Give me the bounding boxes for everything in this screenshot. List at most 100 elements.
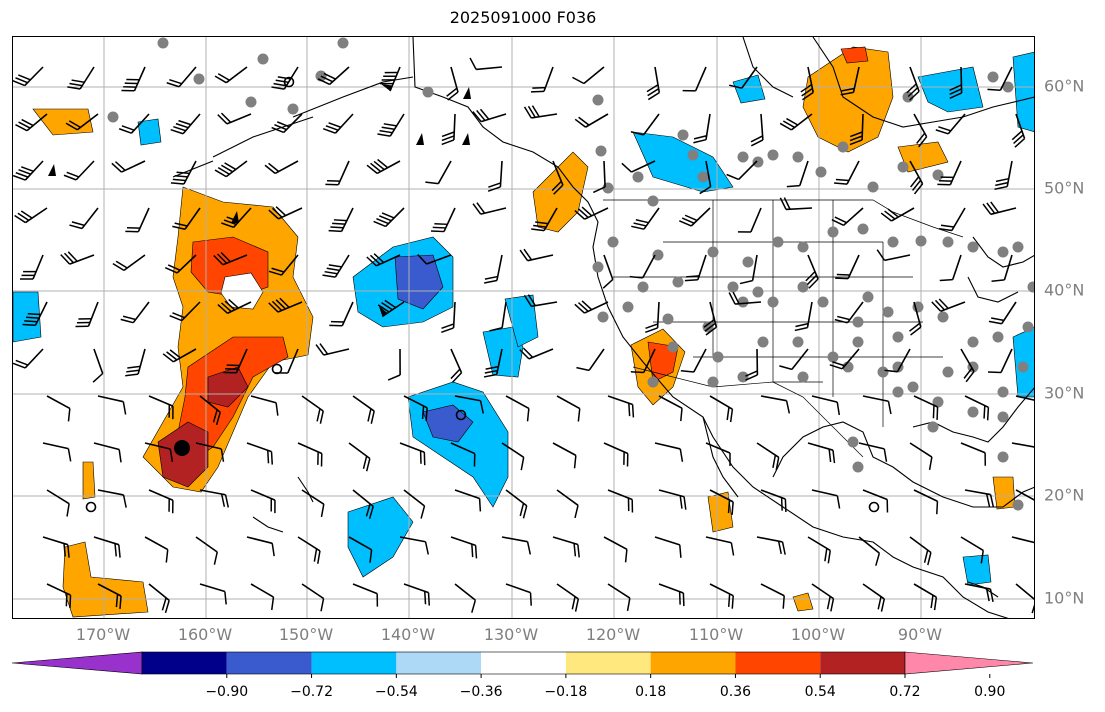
wind-barb-icon [348,442,371,472]
wind-barb-icon [602,254,614,289]
wind-barb-icon [268,254,299,276]
wind-barb-icon [786,160,809,188]
wind-barb-icon [118,113,150,134]
wind-barb-icon [380,66,401,92]
station-dot-icon [927,421,939,433]
wind-barb-icon [399,536,430,555]
wind-barb-icon [645,301,660,333]
wind-barb-icon [15,113,48,132]
wind-barb-icon [97,395,127,415]
station-dot-icon [422,86,434,98]
longitude-tick-label: 120°W [585,625,641,644]
station-dot-icon [767,296,779,308]
wind-barb-icon [1015,395,1034,403]
station-dot-icon [687,149,699,161]
storm-center-icon [174,440,190,456]
map-canvas[interactable] [13,37,1035,619]
station-dot-icon [752,286,764,298]
wind-barb-icon [829,348,860,370]
wind-barb-icon [876,249,911,262]
wind-barb-icon [745,348,759,381]
wind-barb-icon [172,207,201,230]
wind-barb-icon [164,254,197,274]
wind-barb-icon [699,160,712,195]
wind-barb-icon [728,291,762,305]
colorbar-tick-label: −0.90 [205,684,249,700]
wind-barb-icon [913,395,939,420]
longitude-tick-label: 90°W [897,625,943,644]
wind-barb-icon [75,301,99,328]
colorbar-tick-label: 0.36 [719,684,752,700]
station-dot-icon [742,256,754,268]
wind-barb-icon [484,254,503,284]
wind-barb-icon [805,254,819,289]
wind-barb-icon [849,113,864,146]
wind-barb-icon [949,66,963,99]
colorbar-tick-label: 0.90 [974,684,1006,700]
wind-barb-icon [223,348,248,374]
wind-barb-icon [97,489,127,508]
wind-barb-icon [939,254,962,282]
station-dot-icon [852,316,864,328]
station-dot-icon [792,151,804,163]
wind-barb-icon [811,583,835,612]
latitude-tick-label: 40°N [1044,280,1085,300]
map-panel[interactable] [12,36,1035,619]
longitude-tick-label: 100°W [790,625,846,644]
wind-barb-icon [631,207,660,230]
wind-barb-icon [684,254,707,282]
wind-barb-icon [403,583,431,606]
wind-barb-icon [46,489,70,517]
colorbar-tick-label: −0.54 [374,684,418,700]
wind-barb-icon [654,442,684,462]
station-dot-icon [737,371,749,383]
wind-barb-icon [858,442,888,462]
wind-barb-icon [271,66,299,90]
anomaly-region [394,254,444,310]
wind-barb-icon [301,489,325,518]
longitude-tick-label: 130°W [483,625,539,644]
wind-barb-icon [352,489,374,520]
wind-barb-icon [97,583,122,610]
colorbar-tick-label: 0.18 [635,684,667,700]
wind-barb-icon [703,301,718,336]
wind-barb-icon [268,297,303,313]
wind-barb-icon [403,395,428,421]
wind-barb-icon [630,348,656,374]
coastline [702,416,739,498]
station-dot-icon [915,235,927,247]
station-dot-icon [967,336,979,348]
coastline [172,160,214,178]
coastline [212,116,314,158]
wind-barb-icon [654,536,682,558]
station-dot-icon [817,296,829,308]
station-dot-icon [852,461,864,473]
wind-barb-icon [572,66,605,85]
wind-barb-icon [213,251,248,266]
coastline [812,37,1034,128]
wind-barb-icon [483,348,503,378]
wind-barb-icon [552,536,580,558]
wind-barb-icon [217,112,252,125]
wind-barb-icon [964,583,994,602]
wind-barb-icon [301,583,325,612]
station-dot-icon [1012,241,1024,253]
wind-barb-icon [693,113,711,144]
wind-barb-icon [880,207,915,222]
anomaly-region [137,118,162,146]
colorbar [11,651,1034,678]
station-dot-icon [847,436,859,448]
anomaly-region [962,554,992,586]
wind-barb-icon [574,206,609,220]
latitude-tick-label: 60°N [1044,76,1085,96]
colorbar-segment [226,652,312,674]
wind-barb-icon [729,66,758,89]
station-dot-icon [757,336,769,348]
wind-barb-icon [217,298,252,314]
wind-barb-icon [417,254,452,265]
wind-barb-icon [162,348,197,363]
wind-barb-icon [938,207,966,232]
wind-barb-icon [737,207,762,233]
coastline [292,76,414,118]
wind-barb-icon [120,301,150,324]
